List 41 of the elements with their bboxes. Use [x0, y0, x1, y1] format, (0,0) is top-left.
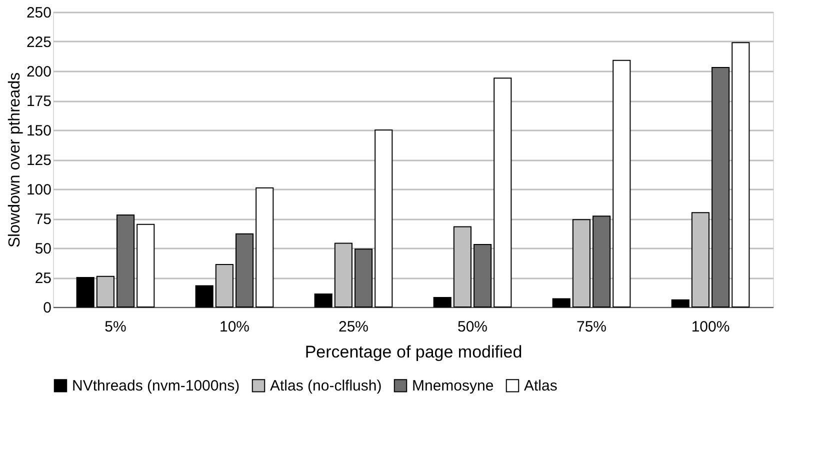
y-tick-label: 175	[26, 93, 52, 110]
x-tick-label: 10%	[219, 318, 250, 336]
bar	[552, 298, 570, 308]
legend-label: Atlas	[524, 378, 558, 395]
y-tick-label: 150	[26, 122, 52, 140]
bar	[433, 297, 452, 308]
bar	[494, 78, 512, 308]
x-tick-label: 75%	[576, 318, 607, 336]
x-axis-title: Percentage of page modified	[304, 342, 522, 362]
bar	[136, 224, 155, 308]
x-tick-label: 50%	[457, 318, 488, 336]
y-tick-label: 75	[34, 211, 52, 228]
x-tick-label: 100%	[691, 318, 730, 336]
bar	[671, 299, 690, 308]
y-tick-label: 100	[26, 182, 52, 198]
bar	[592, 216, 611, 308]
bar	[712, 66, 730, 308]
y-tick-label: 250	[26, 4, 52, 22]
bar	[76, 277, 94, 308]
y-tick-label: 125	[26, 152, 52, 169]
bar	[195, 285, 214, 308]
bar	[256, 187, 274, 308]
bar	[354, 248, 373, 308]
x-tick-label: 5%	[104, 318, 126, 336]
legend-label: NVthreads (nvm-1000ns)	[72, 378, 240, 395]
y-tick-label: 25	[34, 270, 52, 287]
y-tick-label: 200	[26, 64, 52, 80]
y-tick-label: 225	[26, 34, 52, 51]
bar	[235, 233, 254, 308]
bar	[612, 60, 631, 308]
y-tick-label: 0	[43, 300, 52, 316]
bar	[474, 244, 492, 308]
bar	[314, 294, 332, 308]
y-tick-label: 50	[34, 240, 52, 258]
bar	[732, 42, 750, 308]
bar	[116, 214, 135, 308]
y-axis-title: Slowdown over pthreads	[6, 72, 24, 248]
x-tick-label: 25%	[338, 318, 369, 336]
bar	[374, 130, 393, 308]
legend-label: Atlas (no-clflush)	[270, 378, 382, 395]
legend-label: Mnemosyne	[412, 378, 494, 395]
